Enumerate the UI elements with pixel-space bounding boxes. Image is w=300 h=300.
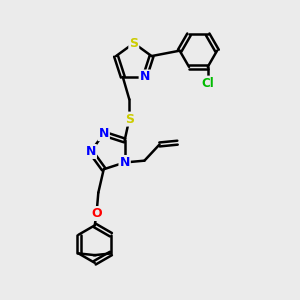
Text: N: N xyxy=(119,156,130,169)
Text: S: S xyxy=(129,37,138,50)
Text: N: N xyxy=(98,127,109,140)
Text: S: S xyxy=(125,112,134,126)
Text: Cl: Cl xyxy=(201,76,214,90)
Text: N: N xyxy=(140,70,150,83)
Text: N: N xyxy=(85,145,96,158)
Text: O: O xyxy=(91,207,102,220)
